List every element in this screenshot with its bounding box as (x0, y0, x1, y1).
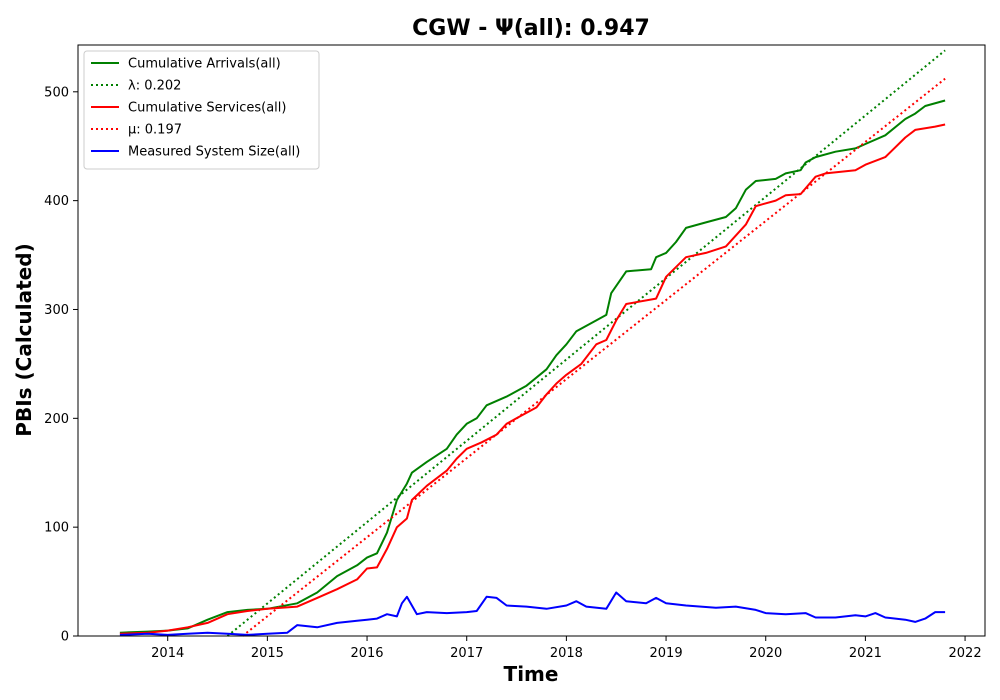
legend-box (83, 50, 320, 170)
series-line-0 (119, 99, 946, 634)
series-line-4 (119, 591, 946, 636)
plot-series (119, 49, 946, 637)
legend-label: Cumulative Services(all) (128, 101, 286, 116)
y-tick-label: 300 (44, 303, 69, 318)
plot-frame (77, 44, 986, 637)
x-tick-label: 2015 (251, 646, 284, 661)
series-line-1 (226, 49, 946, 637)
y-tick-label: 100 (44, 521, 69, 536)
legend-label: Measured System Size(all) (128, 145, 300, 160)
x-tick-label: 2021 (849, 646, 882, 661)
y-axis-label: PBIs (Calculated) (12, 243, 36, 436)
y-axis: 0 100 200 300 400 500 (44, 85, 78, 645)
y-tick-label: 200 (44, 412, 69, 427)
legend-label: μ: 0.197 (128, 123, 182, 138)
x-tick-label: 2022 (949, 646, 982, 661)
y-tick-label: 400 (44, 194, 69, 209)
y-tick-label: 0 (61, 630, 69, 645)
x-tick-label: 2019 (650, 646, 683, 661)
x-tick-label: 2016 (350, 646, 383, 661)
chart-title: CGW - Ψ(all): 0.947 (412, 16, 650, 41)
series-line-3 (241, 77, 946, 637)
legend-label: Cumulative Arrivals(all) (128, 57, 281, 72)
legend-label: λ: 0.202 (128, 79, 181, 94)
x-tick-label: 2018 (550, 646, 583, 661)
x-axis: 2014 2015 2016 2017 2018 2019 2020 2021 2022 (151, 636, 982, 661)
y-tick-label: 500 (44, 85, 69, 100)
series-line-2 (119, 123, 946, 635)
x-axis-label: Time (504, 662, 559, 686)
x-tick-label: 2014 (151, 646, 184, 661)
x-tick-label: 2020 (749, 646, 782, 661)
x-tick-label: 2017 (450, 646, 483, 661)
legend: Cumulative Arrivals(all) λ: 0.202 Cumulati… (83, 50, 320, 170)
